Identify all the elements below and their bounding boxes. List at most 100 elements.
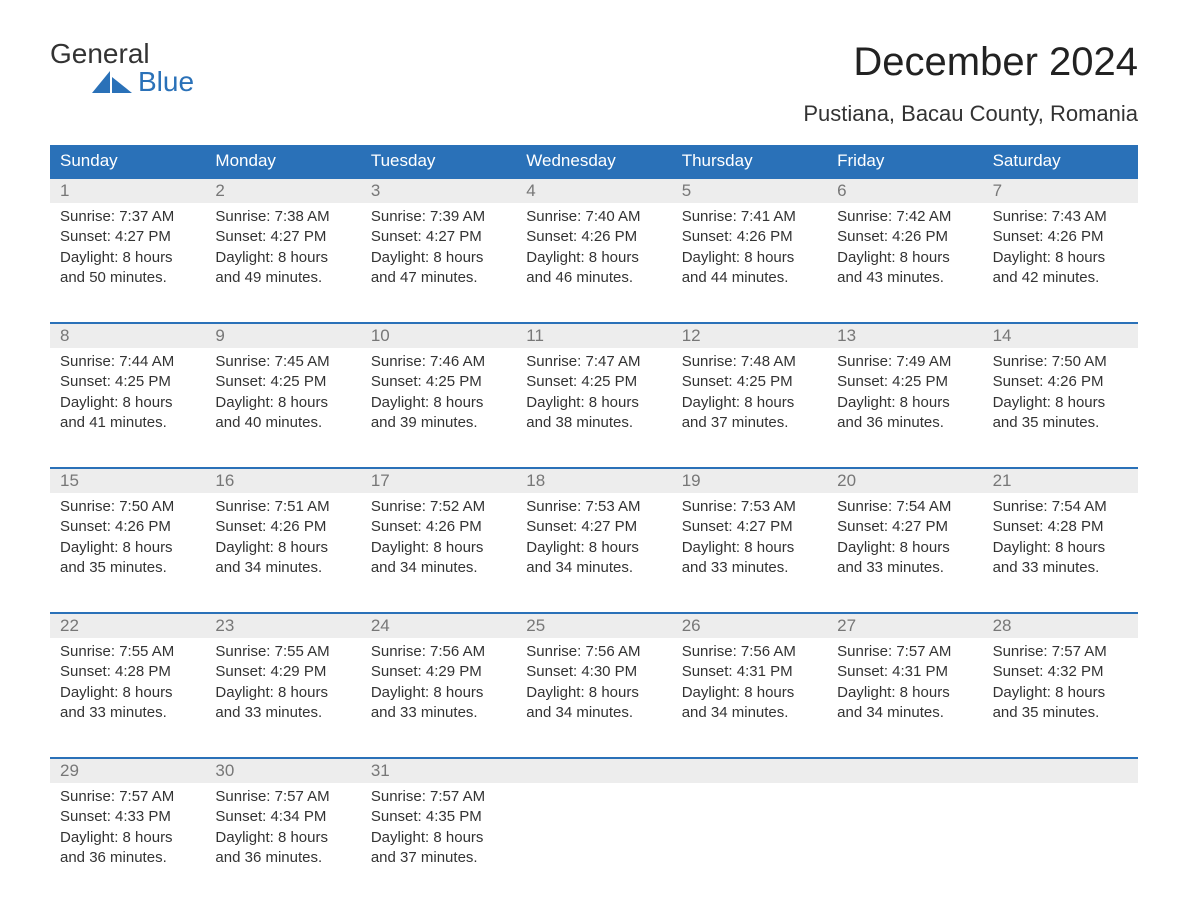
day-header: Friday	[827, 145, 982, 177]
daylight-text-2: and 36 minutes.	[60, 848, 195, 868]
sunset-text: Sunset: 4:26 PM	[526, 227, 661, 247]
sunrise-text: Sunrise: 7:39 AM	[371, 207, 506, 227]
daylight-text-1: Daylight: 8 hours	[60, 538, 195, 558]
day-number: 10	[361, 324, 516, 348]
logo-word2: Blue	[138, 68, 194, 96]
daylight-text-1: Daylight: 8 hours	[837, 683, 972, 703]
daylight-text-2: and 44 minutes.	[682, 268, 817, 288]
daylight-text-1: Daylight: 8 hours	[371, 538, 506, 558]
sunrise-text: Sunrise: 7:53 AM	[526, 497, 661, 517]
sunset-text: Sunset: 4:27 PM	[215, 227, 350, 247]
sunrise-text: Sunrise: 7:40 AM	[526, 207, 661, 227]
daylight-text-1: Daylight: 8 hours	[60, 683, 195, 703]
sunset-text: Sunset: 4:25 PM	[837, 372, 972, 392]
daylight-text-2: and 35 minutes.	[993, 413, 1128, 433]
day-cell: Sunrise: 7:46 AMSunset: 4:25 PMDaylight:…	[361, 348, 516, 439]
day-cell: Sunrise: 7:54 AMSunset: 4:27 PMDaylight:…	[827, 493, 982, 584]
daylight-text-1: Daylight: 8 hours	[837, 538, 972, 558]
day-number: 2	[205, 179, 360, 203]
sunrise-text: Sunrise: 7:52 AM	[371, 497, 506, 517]
sunrise-text: Sunrise: 7:54 AM	[993, 497, 1128, 517]
month-title: December 2024	[803, 40, 1138, 85]
day-number: 22	[50, 614, 205, 638]
sunrise-text: Sunrise: 7:38 AM	[215, 207, 350, 227]
day-cell: Sunrise: 7:54 AMSunset: 4:28 PMDaylight:…	[983, 493, 1138, 584]
sunrise-text: Sunrise: 7:42 AM	[837, 207, 972, 227]
day-cell: Sunrise: 7:57 AMSunset: 4:31 PMDaylight:…	[827, 638, 982, 729]
sunset-text: Sunset: 4:26 PM	[215, 517, 350, 537]
day-cell: Sunrise: 7:43 AMSunset: 4:26 PMDaylight:…	[983, 203, 1138, 294]
sunrise-text: Sunrise: 7:54 AM	[837, 497, 972, 517]
sunrise-text: Sunrise: 7:45 AM	[215, 352, 350, 372]
logo: General Blue	[50, 40, 194, 96]
daylight-text-2: and 36 minutes.	[215, 848, 350, 868]
sunrise-text: Sunrise: 7:57 AM	[371, 787, 506, 807]
daylight-text-1: Daylight: 8 hours	[60, 393, 195, 413]
day-cell: Sunrise: 7:56 AMSunset: 4:30 PMDaylight:…	[516, 638, 671, 729]
sunset-text: Sunset: 4:27 PM	[837, 517, 972, 537]
daylight-text-2: and 49 minutes.	[215, 268, 350, 288]
daylight-text-2: and 33 minutes.	[60, 703, 195, 723]
day-cell: Sunrise: 7:51 AMSunset: 4:26 PMDaylight:…	[205, 493, 360, 584]
daylight-text-1: Daylight: 8 hours	[60, 248, 195, 268]
daylight-text-1: Daylight: 8 hours	[371, 828, 506, 848]
sunrise-text: Sunrise: 7:48 AM	[682, 352, 817, 372]
day-header: Saturday	[983, 145, 1138, 177]
sunset-text: Sunset: 4:26 PM	[682, 227, 817, 247]
daylight-text-1: Daylight: 8 hours	[682, 248, 817, 268]
daylight-text-1: Daylight: 8 hours	[682, 683, 817, 703]
sunset-text: Sunset: 4:32 PM	[993, 662, 1128, 682]
sunset-text: Sunset: 4:26 PM	[993, 227, 1128, 247]
day-number: 6	[827, 179, 982, 203]
day-number: 23	[205, 614, 360, 638]
sunset-text: Sunset: 4:25 PM	[215, 372, 350, 392]
daylight-text-2: and 47 minutes.	[371, 268, 506, 288]
daylight-text-1: Daylight: 8 hours	[371, 683, 506, 703]
daylight-text-1: Daylight: 8 hours	[837, 393, 972, 413]
daylight-text-1: Daylight: 8 hours	[215, 828, 350, 848]
daylight-text-2: and 43 minutes.	[837, 268, 972, 288]
day-number: 31	[361, 759, 516, 783]
sunset-text: Sunset: 4:33 PM	[60, 807, 195, 827]
sunset-text: Sunset: 4:25 PM	[526, 372, 661, 392]
week-row: 293031Sunrise: 7:57 AMSunset: 4:33 PMDay…	[50, 757, 1138, 874]
daylight-text-2: and 39 minutes.	[371, 413, 506, 433]
sunset-text: Sunset: 4:27 PM	[60, 227, 195, 247]
daylight-text-1: Daylight: 8 hours	[526, 683, 661, 703]
day-cell: Sunrise: 7:55 AMSunset: 4:28 PMDaylight:…	[50, 638, 205, 729]
daylight-text-1: Daylight: 8 hours	[682, 393, 817, 413]
sunset-text: Sunset: 4:26 PM	[837, 227, 972, 247]
logo-word1: General	[50, 40, 194, 68]
daylight-text-2: and 37 minutes.	[371, 848, 506, 868]
week-row: 15161718192021Sunrise: 7:50 AMSunset: 4:…	[50, 467, 1138, 584]
sunset-text: Sunset: 4:31 PM	[837, 662, 972, 682]
sunset-text: Sunset: 4:28 PM	[60, 662, 195, 682]
day-number: 16	[205, 469, 360, 493]
day-header: Thursday	[672, 145, 827, 177]
daylight-text-1: Daylight: 8 hours	[215, 683, 350, 703]
day-cell: Sunrise: 7:56 AMSunset: 4:31 PMDaylight:…	[672, 638, 827, 729]
sunset-text: Sunset: 4:25 PM	[371, 372, 506, 392]
daylight-text-2: and 38 minutes.	[526, 413, 661, 433]
daylight-text-2: and 34 minutes.	[837, 703, 972, 723]
day-number-row: 1234567	[50, 179, 1138, 203]
day-cell: Sunrise: 7:37 AMSunset: 4:27 PMDaylight:…	[50, 203, 205, 294]
day-cell: Sunrise: 7:50 AMSunset: 4:26 PMDaylight:…	[50, 493, 205, 584]
daylight-text-1: Daylight: 8 hours	[371, 393, 506, 413]
day-number: 18	[516, 469, 671, 493]
sunrise-text: Sunrise: 7:56 AM	[682, 642, 817, 662]
sunset-text: Sunset: 4:26 PM	[60, 517, 195, 537]
sunset-text: Sunset: 4:34 PM	[215, 807, 350, 827]
day-cell: Sunrise: 7:50 AMSunset: 4:26 PMDaylight:…	[983, 348, 1138, 439]
day-number: 12	[672, 324, 827, 348]
day-number: 9	[205, 324, 360, 348]
day-cell: Sunrise: 7:44 AMSunset: 4:25 PMDaylight:…	[50, 348, 205, 439]
sunrise-text: Sunrise: 7:55 AM	[60, 642, 195, 662]
day-header: Wednesday	[516, 145, 671, 177]
sunset-text: Sunset: 4:28 PM	[993, 517, 1128, 537]
day-number: 11	[516, 324, 671, 348]
sunrise-text: Sunrise: 7:57 AM	[993, 642, 1128, 662]
daylight-text-2: and 33 minutes.	[682, 558, 817, 578]
sunrise-text: Sunrise: 7:56 AM	[371, 642, 506, 662]
daylight-text-1: Daylight: 8 hours	[837, 248, 972, 268]
